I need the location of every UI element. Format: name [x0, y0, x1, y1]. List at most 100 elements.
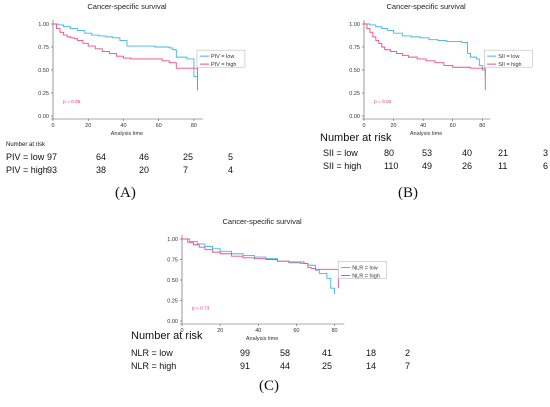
survival-plot-a: Cancer-specific survival 0.00 0.25 0.50 0.75…	[38, 2, 246, 137]
risk-value: 93	[47, 165, 58, 175]
risk-row-label-a-high: PIV = high	[6, 165, 48, 175]
risk-row-label-c-high: NLR = high	[131, 361, 177, 371]
risk-value: 25	[322, 361, 333, 371]
chart-title: Cancer-specific survival	[222, 217, 302, 226]
risk-heading-c: Number at risk	[131, 330, 203, 342]
survival-curve-low	[53, 23, 198, 77]
x-axis-title: Analysis time	[111, 131, 143, 137]
x-tick-label: 40	[420, 123, 426, 129]
panel-label-b: (B)	[398, 185, 418, 201]
legend-box	[337, 261, 387, 279]
risk-heading-b: Number at risk	[320, 132, 392, 144]
risk-value: 7	[183, 165, 189, 175]
panel-b: Cancer-specific survival 0.00 0.25 0.50 0.75…	[275, 0, 550, 215]
x-tick-label: 20	[217, 328, 223, 334]
x-axis-title: Analysis time	[410, 131, 442, 137]
x-axis-title: Analysis time	[246, 336, 278, 342]
survival-curve-low	[364, 23, 486, 77]
risk-value: 3	[543, 148, 549, 158]
risk-value: 25	[183, 152, 194, 162]
risk-value: 91	[240, 361, 251, 371]
y-tick-label: 0.25	[38, 91, 49, 97]
risk-value: 18	[366, 348, 377, 358]
risk-value: 97	[47, 152, 58, 162]
risk-value: 58	[280, 348, 291, 358]
x-tick-label: 60	[293, 328, 299, 334]
x-tick-label: 60	[156, 123, 162, 129]
x-tick-label: 20	[85, 123, 91, 129]
p-value-label: p = 0.02	[374, 99, 392, 105]
survival-plot-b: Cancer-specific survival 0.00 0.25 0.50 0.75…	[349, 2, 533, 137]
risk-value: 80	[384, 148, 395, 158]
risk-row-label-b-low: SII = low	[323, 148, 358, 158]
chart-title: Cancer-specific survival	[87, 2, 167, 11]
risk-value: 20	[139, 165, 150, 175]
legend-box	[483, 49, 533, 68]
risk-value: 49	[422, 161, 433, 171]
y-tick-label: 0.00	[167, 319, 178, 325]
p-value-label: p = 0.73	[192, 306, 210, 312]
risk-value: 26	[462, 161, 473, 171]
y-tick-label: 0.00	[38, 114, 49, 120]
x-tick-label: 0	[51, 123, 54, 129]
y-tick-label: 0.25	[349, 91, 360, 97]
legend-entry: SII = low	[498, 54, 519, 60]
x-tick-label: 80	[332, 328, 338, 334]
legend-entry: PIV = high	[211, 62, 237, 68]
x-tick-label: 40	[120, 123, 126, 129]
x-tick-label: 80	[191, 123, 197, 129]
y-tick-label: 0.00	[349, 114, 360, 120]
y-tick-label: 0.75	[349, 45, 360, 51]
y-tick-label: 1.00	[38, 22, 49, 28]
risk-row-label-c-low: NLR = low	[131, 348, 173, 358]
risk-value: 14	[366, 361, 377, 371]
legend-entry: NLR = high	[352, 274, 380, 280]
risk-value: 11	[498, 161, 508, 171]
risk-value: 41	[322, 348, 333, 358]
x-tick-label: 80	[479, 123, 485, 129]
survival-plot-c: Cancer-specific survival 0.00 0.25 0.50 0.75…	[167, 217, 387, 342]
risk-value: 7	[405, 361, 411, 371]
survival-curve-high	[182, 238, 339, 289]
risk-heading-a: Number at risk	[6, 142, 46, 148]
risk-value: 21	[498, 148, 509, 158]
survival-curve-high	[53, 23, 198, 91]
panel-label-c: (C)	[259, 378, 279, 394]
y-tick-label: 0.75	[38, 45, 49, 51]
x-tick-label: 0	[180, 328, 183, 334]
p-value-label: p = 0.05	[63, 99, 81, 105]
x-tick-label: 40	[255, 328, 261, 334]
risk-value: 2	[405, 348, 411, 358]
x-tick-label: 20	[391, 123, 397, 129]
legend-entry: PIV = low	[211, 54, 234, 60]
x-tick-label: 0	[362, 123, 365, 129]
risk-value: 5	[228, 152, 234, 162]
risk-value: 64	[96, 152, 107, 162]
y-tick-label: 1.00	[167, 237, 178, 243]
risk-row-label-b-high: SII = high	[323, 161, 362, 171]
x-tick-label: 60	[450, 123, 456, 129]
y-tick-label: 0.25	[167, 299, 178, 305]
legend-box	[196, 49, 246, 68]
risk-value: 4	[228, 165, 234, 175]
risk-value: 46	[139, 152, 150, 162]
y-tick-label: 0.50	[349, 68, 360, 74]
legend-entry: SII = high	[498, 62, 521, 68]
risk-row-label-a-low: PIV = low	[6, 152, 45, 162]
risk-value: 40	[462, 148, 473, 158]
panel-c: Cancer-specific survival 0.00 0.25 0.50 0.75…	[128, 215, 428, 407]
risk-value: 99	[240, 348, 251, 358]
panel-label-a: (A)	[115, 185, 136, 201]
chart-title: Cancer-specific survival	[386, 2, 466, 11]
y-tick-label: 0.50	[38, 68, 49, 74]
survival-curve-high	[364, 23, 486, 91]
risk-value: 44	[280, 361, 291, 371]
risk-value: 110	[384, 161, 399, 171]
panel-a: Cancer-specific survival 0.00 0.25 0.50 0.75…	[0, 0, 275, 215]
y-tick-label: 0.50	[167, 278, 178, 284]
risk-value: 53	[422, 148, 433, 158]
risk-value: 38	[96, 165, 107, 175]
legend-entry: NLR = low	[352, 266, 378, 272]
risk-value: 6	[543, 161, 549, 171]
y-tick-label: 0.75	[167, 258, 178, 264]
